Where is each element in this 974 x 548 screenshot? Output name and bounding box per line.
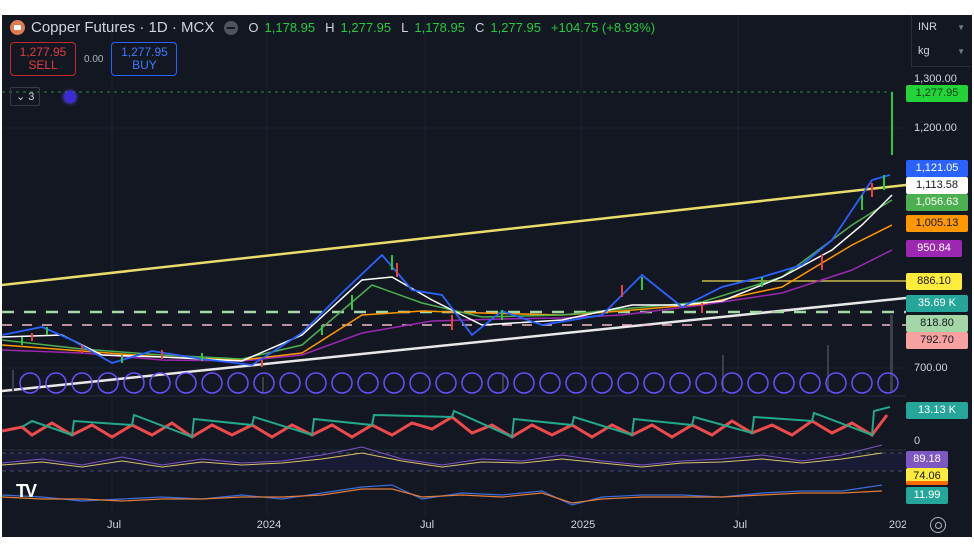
currency-value: INR bbox=[918, 21, 937, 33]
price-tag-ma-orange: 1,005.13 bbox=[906, 215, 968, 232]
symbol-title[interactable]: Copper Futures · 1D · MCX bbox=[31, 19, 215, 36]
time-tick: 202 bbox=[888, 519, 908, 531]
price-chart-svg bbox=[2, 15, 907, 515]
price-tag-ma-green: 1,056.63 bbox=[906, 194, 968, 211]
price-tick: 1,200.00 bbox=[914, 122, 957, 134]
buy-price: 1,277.95 bbox=[121, 45, 168, 59]
ohlc-close-value: 1,277.95 bbox=[490, 20, 541, 35]
chart-window: Copper Futures · 1D · MCX O 1,178.95 H 1,2… bbox=[2, 15, 972, 537]
time-axis[interactable]: Jul 2024 Jul 2025 Jul 202 bbox=[2, 515, 908, 537]
time-tick: Jul bbox=[419, 519, 435, 531]
time-tick: 2024 bbox=[256, 519, 282, 531]
price-change: +104.75 (+8.93%) bbox=[550, 20, 656, 35]
sell-price: 1,277.95 bbox=[19, 45, 67, 59]
buy-label: BUY bbox=[132, 58, 157, 72]
copper-symbol-icon bbox=[10, 20, 25, 35]
chevron-down-icon: ▼ bbox=[957, 22, 965, 32]
unit-dropdown[interactable]: kg ▼ bbox=[912, 39, 971, 63]
chart-plot-area[interactable]: Copper Futures · 1D · MCX O 1,178.95 H 1,2… bbox=[2, 15, 908, 537]
zero-tick: 0 bbox=[914, 435, 921, 447]
price-tag-volume: 35.69 K bbox=[906, 295, 968, 312]
time-tick: Jul bbox=[106, 519, 122, 531]
ohlc-low-key: L bbox=[401, 20, 409, 35]
indicators-collapse-button[interactable]: ⌄ 3 bbox=[10, 87, 41, 106]
price-tick: 700.00 bbox=[914, 362, 948, 374]
spread-value: 0.00 bbox=[84, 53, 104, 65]
trade-panel: 1,277.95 SELL 0.00 1,277.95 BUY bbox=[10, 42, 178, 76]
event-markers bbox=[19, 372, 899, 394]
settings-gear-icon[interactable] bbox=[930, 517, 946, 533]
price-axis[interactable]: INR ▼ kg ▼ 1,300.00 1,200.00 700.00 0 1,… bbox=[906, 15, 972, 537]
indicator-row: ⌄ 3 bbox=[10, 87, 77, 106]
ohlc-open-value: 1,178.95 bbox=[264, 20, 316, 35]
unit-selector: INR ▼ kg ▼ bbox=[911, 15, 971, 67]
buy-button[interactable]: 1,277.95 BUY bbox=[111, 42, 178, 76]
time-tick: 2025 bbox=[570, 519, 596, 531]
unit-value: kg bbox=[918, 45, 930, 57]
price-tag-oscillator: 13.13 K bbox=[906, 402, 968, 419]
ohlc-high-value: 1,277.95 bbox=[340, 20, 392, 35]
price-tag-ma-purple: 950.84 bbox=[906, 240, 962, 257]
ohlc-open-key: O bbox=[248, 20, 259, 35]
price-tag-level-pink: 792.70 bbox=[906, 332, 968, 349]
indicator-dot-icon[interactable] bbox=[64, 90, 77, 103]
ohlc-close-key: C bbox=[474, 20, 485, 35]
price-tag-level-yellow: 886.10 bbox=[906, 273, 962, 290]
tradingview-logo[interactable]: TV bbox=[16, 481, 37, 501]
price-tag-level-green: 818.80 bbox=[906, 315, 968, 332]
hide-legend-icon[interactable] bbox=[224, 20, 239, 35]
ohlc-low-value: 1,178.95 bbox=[414, 20, 465, 35]
price-tag-ma-blue: 1,121.05 bbox=[906, 160, 968, 177]
chevron-down-icon: ▼ bbox=[957, 46, 965, 56]
price-tag-rsi-ma: 74.06 bbox=[906, 468, 948, 485]
ohlc-high-key: H bbox=[325, 20, 335, 35]
price-tick: 1,300.00 bbox=[914, 73, 957, 85]
sell-label: SELL bbox=[28, 58, 58, 72]
price-tag-bottom-indicator: 11.99 bbox=[906, 487, 948, 504]
price-tag-rsi: 89.18 bbox=[906, 451, 948, 468]
price-tag-ma-white: 1,113.58 bbox=[906, 177, 968, 194]
price-tag-last: 1,277.95 bbox=[906, 85, 968, 102]
chart-legend: Copper Futures · 1D · MCX O 1,178.95 H 1,2… bbox=[10, 19, 659, 36]
sell-button[interactable]: 1,277.95 SELL bbox=[10, 42, 76, 76]
currency-dropdown[interactable]: INR ▼ bbox=[912, 15, 971, 39]
time-tick: Jul bbox=[732, 519, 748, 531]
